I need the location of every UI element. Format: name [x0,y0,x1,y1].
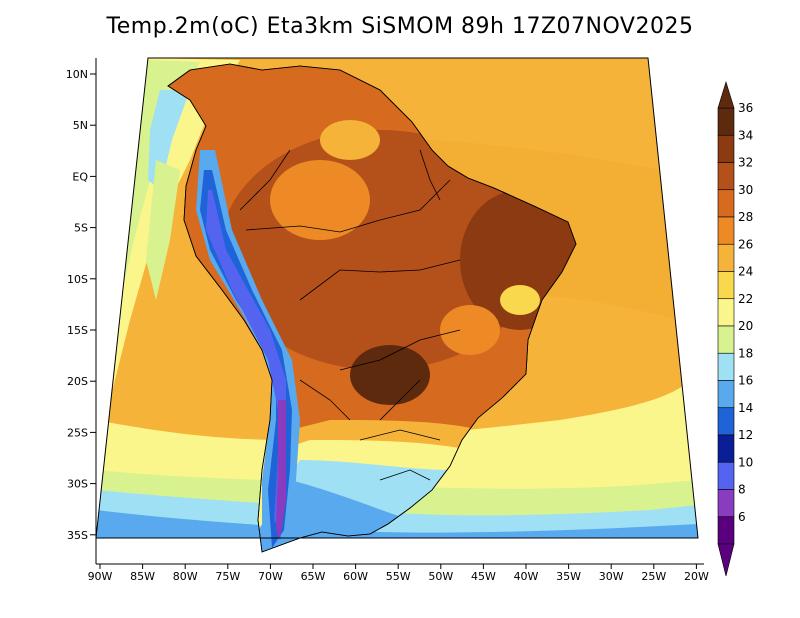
lat-tick-label: 5N [73,119,88,132]
colorbar-segment [717,489,735,518]
lon-tick-label: 70W [258,570,283,583]
lon-tick-label: 30W [599,570,624,583]
lat-tick-label: 20S [67,375,88,388]
colorbar-segment [717,107,735,136]
colorbar-label: 10 [738,455,753,469]
map-frame [95,57,699,539]
colorbar-label: 34 [738,128,753,142]
lat-tick-label: 35S [67,529,88,542]
lat-tick-label: 30S [67,478,88,491]
lon-tick-label: 80W [173,570,198,583]
colorbar-label: 12 [738,428,753,442]
lat-tick-label: 15S [67,324,88,337]
colorbar-label: 8 [738,483,746,497]
colorbar-segment [717,352,735,381]
colorbar-segment [717,243,735,272]
lon-tick-label: 50W [428,570,453,583]
lon-tick-label: 25W [641,570,666,583]
colorbar-bottom-arrow [717,543,735,577]
country-borders [167,63,577,553]
colorbar-label: 24 [738,265,753,279]
colorbar-segment [717,516,735,545]
colorbar-label: 16 [738,374,753,388]
lon-tick-label: 75W [215,570,240,583]
lon-tick-label: 45W [471,570,496,583]
colorbar-label: 32 [738,156,753,170]
colorbar-segment [717,325,735,354]
colorbar-segment [717,162,735,191]
lat-tick-label: 10N [66,68,88,81]
lon-tick-label: 20W [684,570,709,583]
colorbar-label: 30 [738,183,753,197]
colorbar-top-arrow [717,80,735,109]
lat-tick-label: 25S [67,426,88,439]
colorbar-segment [717,461,735,490]
lon-tick-label: 90W [88,570,113,583]
lon-tick-label: 55W [386,570,411,583]
colorbar-segment [717,298,735,327]
lon-tick-label: 85W [130,570,155,583]
colorbar-segment [717,189,735,218]
colorbar-label: 28 [738,210,753,224]
colorbar-label: 14 [738,401,753,415]
colorbar-label: 22 [738,292,753,306]
colorbar-segment [717,216,735,245]
lon-tick-label: 40W [514,570,539,583]
colorbar-label: 26 [738,237,753,251]
colorbar-label: 6 [738,510,746,524]
lon-tick-label: 60W [343,570,368,583]
map-title: Temp.2m(oC) Eta3km SiSMOM 89h 17Z07NOV20… [106,14,694,39]
lon-tick-label: 35W [556,570,581,583]
colorbar-segment [717,271,735,300]
colorbar-segment [717,407,735,436]
colorbar-label: 20 [738,319,753,333]
lon-tick-label: 65W [301,570,326,583]
colorbar-segment [717,380,735,409]
colorbar-segment [717,134,735,163]
lat-tick-label: 5S [74,222,88,235]
lat-tick-label: 10S [67,273,88,286]
colorbar-segment [717,434,735,463]
colorbar-label: 18 [738,346,753,360]
colorbar-label: 36 [738,101,753,115]
lat-tick-label: EQ [72,170,88,183]
